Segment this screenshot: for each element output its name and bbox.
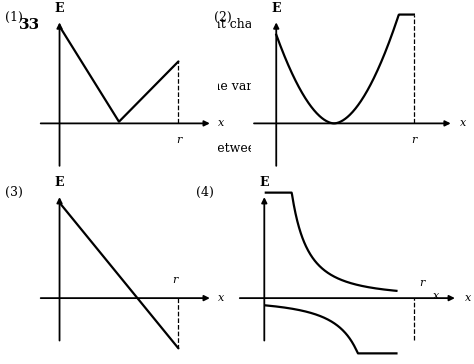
Text: r: r <box>172 275 177 285</box>
Text: x: x <box>460 118 466 128</box>
Text: E: E <box>272 1 281 15</box>
Text: (3): (3) <box>6 186 23 199</box>
Text: x: x <box>218 293 224 303</box>
Text: represented by:: represented by: <box>104 204 205 217</box>
Text: Two identical point charges are placed at a: Two identical point charges are placed a… <box>104 18 379 31</box>
Text: r: r <box>176 135 181 145</box>
Text: separation of r. The variation of electric field: separation of r. The variation of electr… <box>104 80 389 93</box>
Text: E: E <box>55 1 64 15</box>
Text: (1): (1) <box>6 11 23 24</box>
Text: E: E <box>55 176 64 189</box>
Text: E: E <box>260 176 269 189</box>
Text: x: x <box>218 118 224 128</box>
Text: r: r <box>419 278 424 288</box>
Text: (4): (4) <box>196 186 214 199</box>
Text: with distance in between them can be: with distance in between them can be <box>104 142 346 155</box>
Text: (2): (2) <box>214 11 231 24</box>
Text: x: x <box>465 293 471 303</box>
Text: 33.: 33. <box>19 18 46 32</box>
Text: x: x <box>433 292 439 301</box>
Text: r: r <box>411 135 417 145</box>
